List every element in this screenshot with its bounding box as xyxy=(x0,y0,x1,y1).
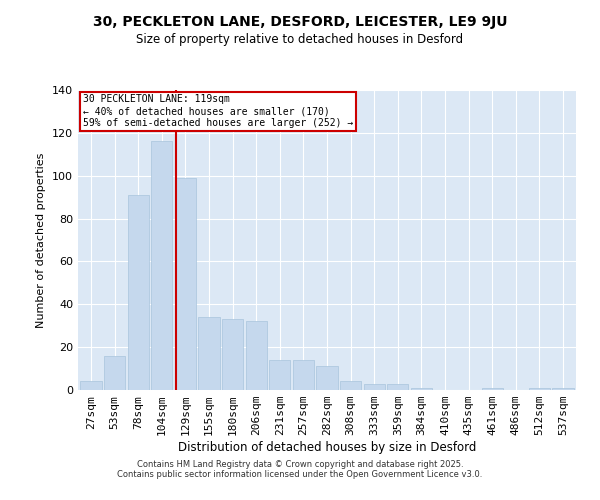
Bar xyxy=(269,360,290,390)
Y-axis label: Number of detached properties: Number of detached properties xyxy=(37,152,46,328)
Bar xyxy=(316,366,338,390)
Bar xyxy=(293,360,314,390)
Text: Contains HM Land Registry data © Crown copyright and database right 2025.: Contains HM Land Registry data © Crown c… xyxy=(137,460,463,469)
Bar xyxy=(529,388,550,390)
Bar xyxy=(128,195,149,390)
Bar xyxy=(364,384,385,390)
Bar xyxy=(245,322,267,390)
Bar xyxy=(222,320,243,390)
Bar xyxy=(80,382,101,390)
Bar xyxy=(104,356,125,390)
Bar xyxy=(411,388,432,390)
Text: 30 PECKLETON LANE: 119sqm
← 40% of detached houses are smaller (170)
59% of semi: 30 PECKLETON LANE: 119sqm ← 40% of detac… xyxy=(83,94,353,128)
Text: 30, PECKLETON LANE, DESFORD, LEICESTER, LE9 9JU: 30, PECKLETON LANE, DESFORD, LEICESTER, … xyxy=(93,15,507,29)
Bar xyxy=(340,382,361,390)
X-axis label: Distribution of detached houses by size in Desford: Distribution of detached houses by size … xyxy=(178,441,476,454)
Bar xyxy=(151,142,172,390)
Bar xyxy=(175,178,196,390)
Bar xyxy=(199,317,220,390)
Text: Size of property relative to detached houses in Desford: Size of property relative to detached ho… xyxy=(136,32,464,46)
Bar xyxy=(553,388,574,390)
Bar xyxy=(482,388,503,390)
Bar xyxy=(387,384,409,390)
Text: Contains public sector information licensed under the Open Government Licence v3: Contains public sector information licen… xyxy=(118,470,482,479)
